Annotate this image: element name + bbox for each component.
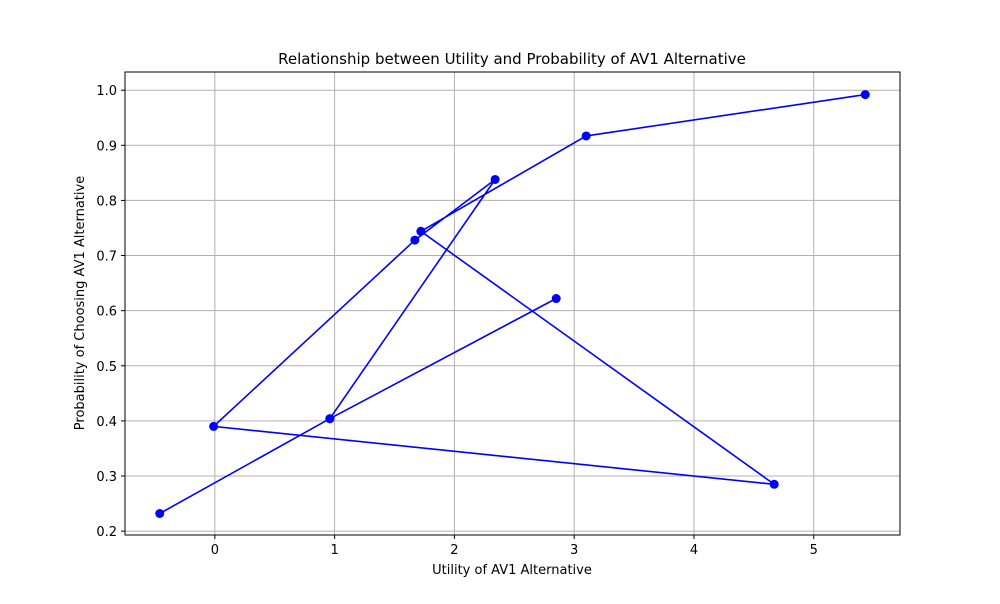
data-point <box>490 174 500 184</box>
y-tick-label: 0.4 <box>96 415 117 430</box>
x-axis-label: Utility of AV1 Alternative <box>432 563 592 578</box>
plot-frame <box>124 71 901 536</box>
y-tick-label: 0.5 <box>96 360 117 375</box>
x-tick-label: 2 <box>450 543 458 558</box>
y-tick-label: 1.0 <box>96 84 117 99</box>
series-group <box>155 90 870 519</box>
data-point <box>209 421 219 431</box>
y-tick-label: 0.8 <box>96 194 117 209</box>
data-point <box>410 235 420 245</box>
y-tick-label: 0.2 <box>96 525 117 540</box>
ticks: 0 1 2 3 4 5 0.2 0.3 0.4 0.5 0.6 0.7 0.8 0.9 1.0 <box>96 84 818 558</box>
x-tick-label: 4 <box>690 543 698 558</box>
grid <box>125 72 900 535</box>
x-tick-label: 1 <box>330 543 338 558</box>
y-tick-label: 0.9 <box>96 139 117 154</box>
data-point <box>325 414 335 424</box>
y-tick-label: 0.6 <box>96 305 117 320</box>
data-point <box>551 294 561 304</box>
x-tick-label: 0 <box>211 543 219 558</box>
data-point <box>581 131 591 141</box>
data-point <box>155 509 165 519</box>
data-point <box>860 90 870 100</box>
chart-title: Relationship between Utility and Probabi… <box>278 50 746 68</box>
x-tick-label: 3 <box>570 543 578 558</box>
x-tick-label: 5 <box>810 543 818 558</box>
y-axis-label: Probability of Choosing AV1 Alternative <box>73 176 88 430</box>
y-tick-label: 0.3 <box>96 470 117 485</box>
data-point <box>769 479 779 489</box>
data-point <box>416 226 426 236</box>
y-tick-label: 0.7 <box>96 250 117 265</box>
